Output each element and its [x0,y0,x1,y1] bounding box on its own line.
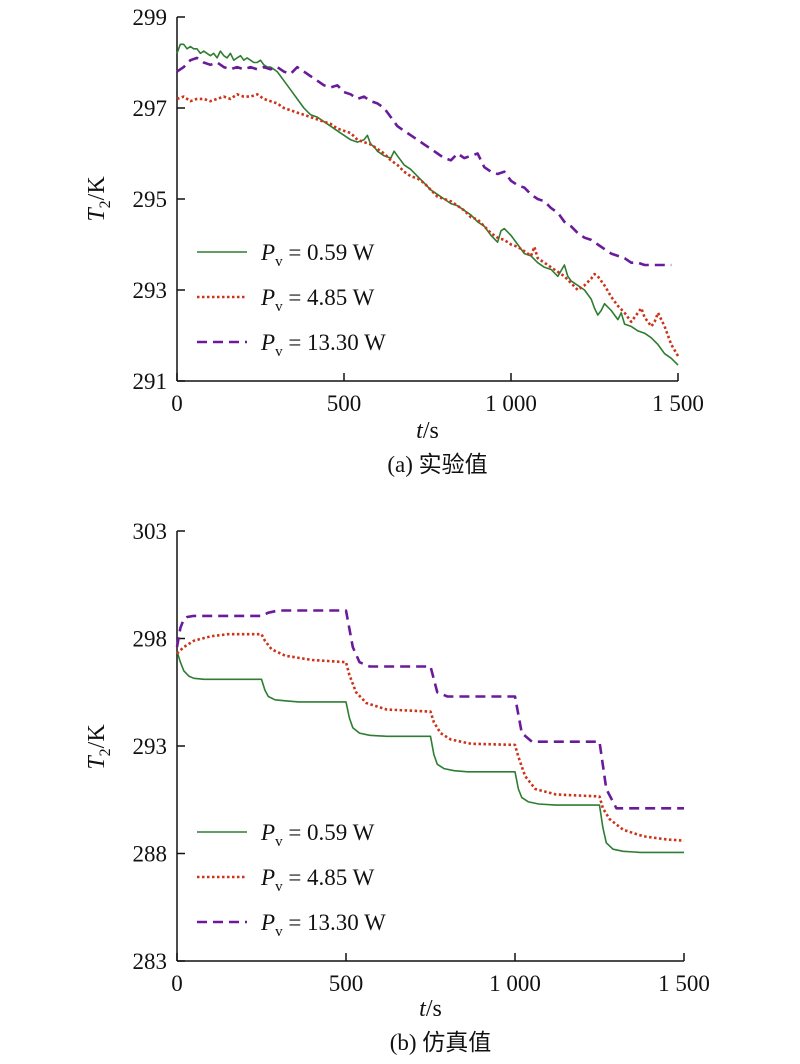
x-tick-label: 1 500 [658,971,710,996]
chart-a: 291 293 295 297 299 0 500 1 000 1 500 t/s T2/K (a) … [84,5,704,477]
y-axis-label-unit: /K [84,724,110,749]
legend-label-1: Pv = 0.59 W [260,240,375,270]
y-axis-label-var: T [84,207,110,222]
legend-value: = 0.59 W [283,820,375,845]
legend-label-3: Pv = 13.30 W [260,910,386,940]
x-axis-label-var: t [419,996,427,1022]
legend-sub: v [275,299,283,315]
legend-value: = 13.30 W [283,330,387,355]
legend-sub: v [275,924,283,940]
y-tick-label: 283 [133,949,168,974]
y-tick-label: 293 [133,734,168,759]
y-axis-label-sub: 2 [97,200,114,208]
legend-var: P [260,910,275,935]
legend-var: P [260,240,275,265]
legend-label-1: Pv = 0.59 W [260,820,375,850]
figure-caption: (a) 实验值 [387,452,487,477]
y-tick-label: 297 [133,96,168,121]
y-axis-label-sub: 2 [97,748,114,756]
x-tick-label: 1 000 [485,391,537,416]
x-axis-label-var: t [416,418,424,444]
x-tick-label: 500 [329,971,364,996]
legend-sub: v [275,344,283,360]
legend-label-2: Pv = 4.85 W [260,285,375,315]
legend-label-2: Pv = 4.85 W [260,865,375,895]
x-axis-label: t/s [419,996,442,1022]
legend-sub: v [275,254,283,270]
legend-var: P [260,820,275,845]
series-line-2 [176,632,685,842]
legend-var: P [260,330,275,355]
legend-value: = 4.85 W [283,285,375,310]
y-tick-label: 293 [133,278,168,303]
y-axis-label: T2/K [84,176,114,222]
series-line-2 [176,93,680,357]
x-tick-label: 1 000 [489,971,541,996]
x-axis-label-unit: /s [423,418,439,444]
legend-var: P [260,285,275,310]
y-axis-label-unit: /K [84,176,110,201]
legend-sub: v [275,879,283,895]
figure-caption: (b) 仿真值 [390,1030,492,1055]
x-tick-label: 0 [171,971,183,996]
legend-value: = 0.59 W [283,240,375,265]
chart-b: 283 288 293 298 303 0 500 1 000 1 500 t/s T2/K (b) … [84,519,710,1055]
x-tick-label: 500 [327,391,362,416]
x-tick-label: 0 [171,391,183,416]
legend-sub: v [275,834,283,850]
series-line-3 [176,56,672,267]
y-tick-label: 288 [133,842,168,867]
y-tick-label: 303 [133,519,168,544]
x-axis-label: t/s [416,418,439,444]
series-line-3 [175,609,684,810]
legend-var: P [260,865,275,890]
y-tick-label: 299 [133,5,168,30]
y-tick-label: 291 [133,369,168,394]
legend-value: = 13.30 W [283,910,387,935]
legend-label-3: Pv = 13.30 W [260,330,386,360]
legend-value: = 4.85 W [283,865,375,890]
y-tick-label: 298 [133,627,168,652]
y-axis-label: T2/K [84,724,114,770]
series-line-1 [176,43,679,366]
series-line-1 [176,651,684,854]
y-axis-label-var: T [84,755,110,770]
x-axis-label-unit: /s [426,996,442,1022]
x-tick-label: 1 500 [652,391,704,416]
y-tick-label: 295 [133,187,168,212]
